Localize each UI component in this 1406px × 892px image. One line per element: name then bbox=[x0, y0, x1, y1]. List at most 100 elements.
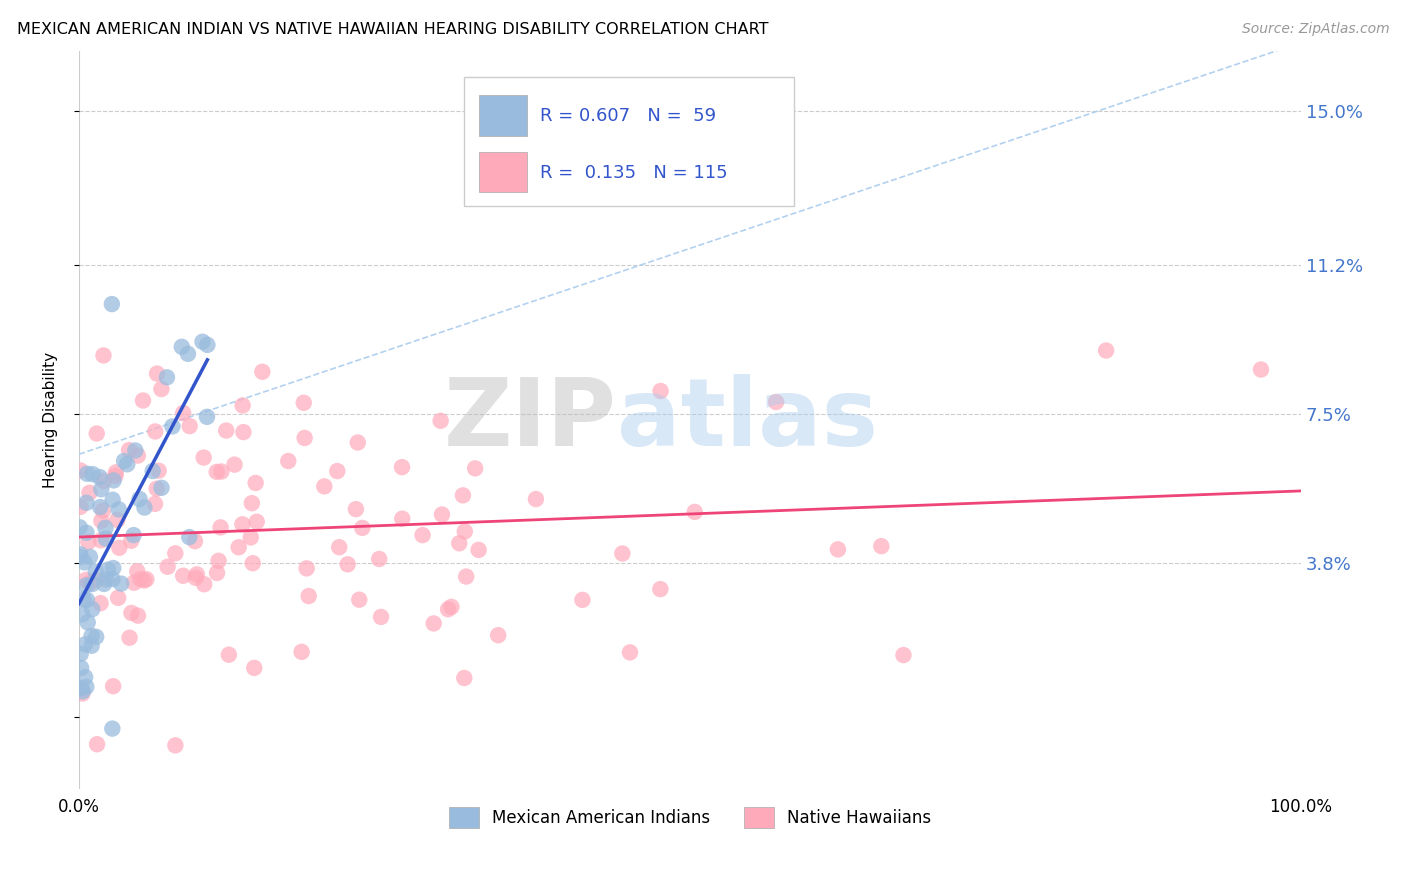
Point bbox=[451, 488, 474, 502]
Point bbox=[246, 515, 269, 529]
Point bbox=[240, 496, 263, 510]
Point bbox=[150, 481, 173, 495]
Point bbox=[314, 479, 336, 493]
Point bbox=[105, 513, 128, 527]
Point bbox=[91, 504, 114, 518]
Point bbox=[127, 564, 149, 578]
Point bbox=[120, 606, 142, 620]
Point bbox=[486, 628, 509, 642]
Point bbox=[571, 593, 593, 607]
Point bbox=[295, 561, 318, 575]
Point bbox=[72, 607, 94, 622]
Point bbox=[94, 521, 117, 535]
Point bbox=[72, 686, 94, 700]
Point bbox=[184, 534, 207, 549]
Point bbox=[118, 443, 141, 458]
Point bbox=[209, 520, 232, 534]
Point bbox=[120, 533, 142, 548]
Point bbox=[75, 573, 97, 587]
Point bbox=[69, 549, 91, 564]
Point bbox=[128, 491, 150, 506]
Point bbox=[191, 334, 214, 349]
Point bbox=[69, 647, 91, 661]
Point bbox=[73, 592, 96, 607]
Point bbox=[69, 547, 91, 561]
Point bbox=[90, 533, 112, 548]
Point bbox=[186, 567, 208, 582]
Point bbox=[1250, 362, 1272, 376]
Point bbox=[104, 469, 127, 483]
Point bbox=[82, 467, 104, 482]
Point bbox=[165, 739, 187, 753]
Point bbox=[231, 517, 253, 532]
Point bbox=[135, 572, 157, 586]
Point bbox=[142, 464, 165, 478]
Point bbox=[453, 671, 475, 685]
Point bbox=[76, 593, 98, 607]
Point bbox=[294, 431, 316, 445]
Point bbox=[75, 637, 97, 651]
Point bbox=[215, 424, 238, 438]
Point bbox=[205, 465, 228, 479]
Point bbox=[467, 542, 489, 557]
Point bbox=[72, 684, 94, 698]
Point bbox=[75, 496, 97, 510]
Point bbox=[145, 482, 167, 496]
Point bbox=[412, 528, 434, 542]
Point bbox=[242, 556, 264, 570]
Point bbox=[101, 722, 124, 736]
Point bbox=[209, 465, 232, 479]
Point bbox=[193, 450, 215, 465]
Point bbox=[346, 435, 368, 450]
Point bbox=[195, 409, 218, 424]
Point bbox=[179, 530, 201, 544]
Point bbox=[336, 558, 359, 572]
Point bbox=[86, 573, 108, 587]
Point bbox=[86, 737, 108, 751]
Point bbox=[103, 561, 125, 575]
Point bbox=[112, 454, 135, 468]
Point bbox=[650, 384, 672, 398]
Point bbox=[252, 365, 274, 379]
Point bbox=[70, 681, 93, 695]
Point bbox=[156, 370, 179, 384]
Point bbox=[370, 610, 392, 624]
Point bbox=[827, 542, 849, 557]
Point bbox=[449, 536, 471, 550]
Point bbox=[765, 395, 787, 409]
Point bbox=[239, 530, 262, 544]
Point bbox=[232, 399, 254, 413]
Point bbox=[79, 575, 101, 590]
Point bbox=[107, 591, 129, 605]
Point bbox=[148, 464, 170, 478]
Text: atlas: atlas bbox=[617, 374, 877, 466]
Point bbox=[207, 554, 229, 568]
Point bbox=[86, 426, 108, 441]
Point bbox=[80, 639, 103, 653]
Point bbox=[205, 566, 228, 580]
Point bbox=[172, 406, 194, 420]
Point bbox=[683, 505, 706, 519]
Point bbox=[134, 500, 156, 515]
Point bbox=[454, 524, 477, 539]
Point bbox=[218, 648, 240, 662]
Text: ZIP: ZIP bbox=[444, 374, 617, 466]
Point bbox=[391, 460, 413, 475]
Point bbox=[179, 419, 201, 434]
Point bbox=[127, 608, 149, 623]
Point bbox=[291, 645, 314, 659]
Point bbox=[524, 491, 547, 506]
Point bbox=[96, 573, 118, 587]
Point bbox=[118, 631, 141, 645]
Point bbox=[101, 297, 124, 311]
Point bbox=[84, 630, 107, 644]
Point bbox=[97, 563, 120, 577]
Point bbox=[90, 596, 112, 610]
Point bbox=[328, 540, 350, 554]
Point bbox=[84, 565, 107, 579]
Point bbox=[193, 577, 215, 591]
Text: Source: ZipAtlas.com: Source: ZipAtlas.com bbox=[1241, 22, 1389, 37]
Point bbox=[146, 367, 169, 381]
Point bbox=[101, 572, 124, 586]
Point bbox=[150, 382, 173, 396]
